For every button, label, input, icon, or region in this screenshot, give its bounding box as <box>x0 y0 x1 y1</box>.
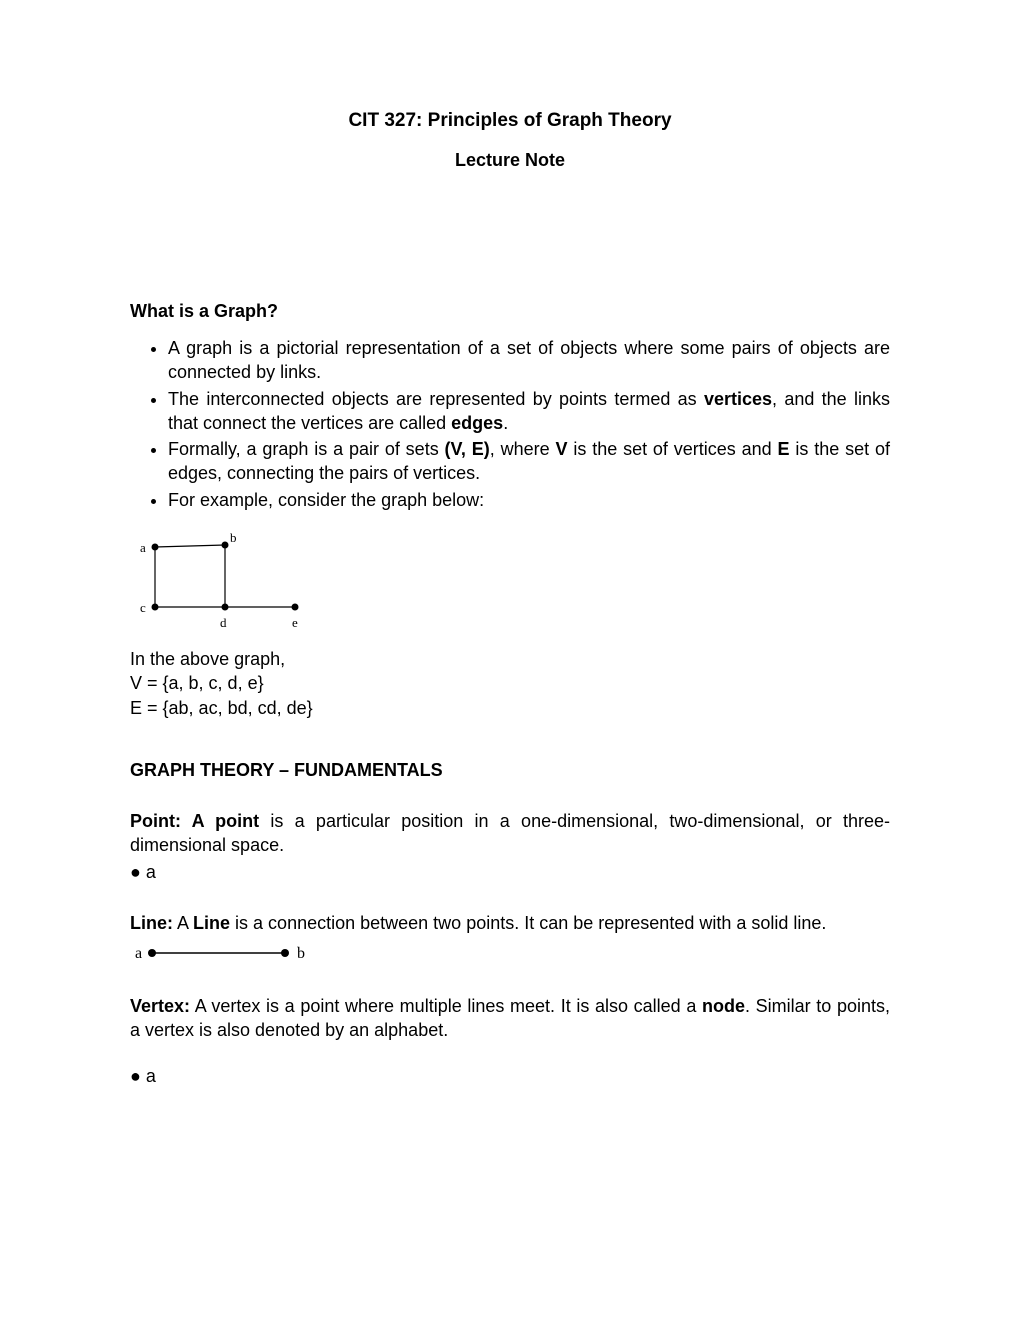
term-label: A point <box>192 811 260 831</box>
page-subtitle: Lecture Note <box>130 150 890 171</box>
term-text: A vertex is a point where multiple lines… <box>190 996 702 1016</box>
svg-text:b: b <box>230 532 237 545</box>
term-label: Point: <box>130 811 192 831</box>
bold-term: (V, E) <box>445 439 490 459</box>
graph-diagram: a b c d e <box>130 532 890 637</box>
desc-line: V = {a, b, c, d, e} <box>130 671 890 695</box>
heading-what-is-graph: What is a Graph? <box>130 301 890 322</box>
bullet-text: The interconnected objects are represent… <box>168 389 704 409</box>
graph-description: In the above graph, V = {a, b, c, d, e} … <box>130 647 890 720</box>
bullet-text: A graph is a pictorial representation of… <box>168 338 890 382</box>
list-item: A graph is a pictorial representation of… <box>168 336 890 385</box>
term-label: Line <box>193 913 230 933</box>
term-label: Vertex: <box>130 996 190 1016</box>
page-title: CIT 327: Principles of Graph Theory <box>130 110 890 132</box>
line-svg: ab <box>130 941 320 965</box>
bold-term: E <box>778 439 790 459</box>
svg-text:c: c <box>140 600 146 615</box>
definition-point: Point: A point is a particular position … <box>130 809 890 858</box>
bullet-text: . <box>503 413 508 433</box>
vertex-dot-diagram: ● a <box>130 1066 890 1087</box>
definition-line: Line: A Line is a connection between two… <box>130 911 890 935</box>
term-text: is a connection between two points. It c… <box>230 913 826 933</box>
bullet-text: Formally, a graph is a pair of sets <box>168 439 445 459</box>
svg-text:d: d <box>220 615 227 630</box>
page: CIT 327: Principles of Graph Theory Lect… <box>0 0 1020 1175</box>
svg-text:a: a <box>140 540 146 555</box>
definition-vertex: Vertex: A vertex is a point where multip… <box>130 994 890 1043</box>
bullet-list: A graph is a pictorial representation of… <box>130 336 890 512</box>
svg-text:a: a <box>135 945 142 962</box>
bullet-text: is the set of vertices and <box>568 439 778 459</box>
bullet-text: For example, consider the graph below: <box>168 490 484 510</box>
term-label: node <box>702 996 745 1016</box>
svg-text:e: e <box>292 615 298 630</box>
bullet-text: , where <box>490 439 556 459</box>
line-diagram: ab <box>130 941 890 970</box>
list-item: For example, consider the graph below: <box>168 488 890 512</box>
term-label: Line: <box>130 913 173 933</box>
heading-fundamentals: GRAPH THEORY – FUNDAMENTALS <box>130 760 890 781</box>
desc-line: E = {ab, ac, bd, cd, de} <box>130 696 890 720</box>
graph-svg: a b c d e <box>130 532 315 632</box>
desc-line: In the above graph, <box>130 647 890 671</box>
point-dot-diagram: ● a <box>130 862 890 883</box>
list-item: The interconnected objects are represent… <box>168 387 890 436</box>
list-item: Formally, a graph is a pair of sets (V, … <box>168 437 890 486</box>
bold-term: edges <box>451 413 503 433</box>
bold-term: vertices <box>704 389 772 409</box>
svg-text:b: b <box>297 945 305 962</box>
bold-term: V <box>555 439 567 459</box>
term-text: A <box>173 913 193 933</box>
